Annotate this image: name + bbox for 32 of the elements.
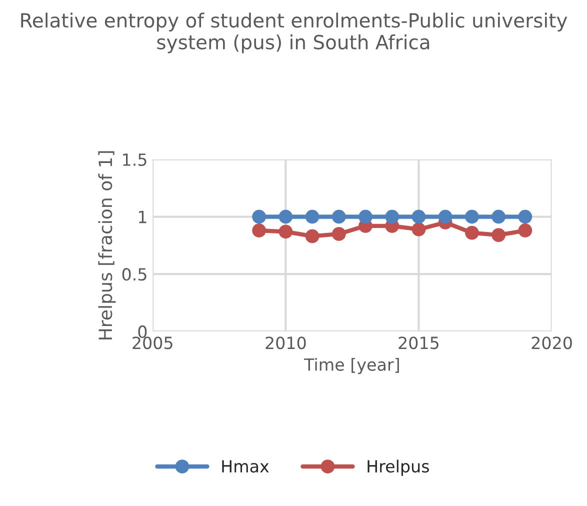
- legend-label: Hrelpus: [368, 460, 429, 476]
- x-tick-label: 2005: [132, 336, 172, 350]
- legend-label: Hmax: [222, 460, 269, 473]
- point: [385, 210, 400, 224]
- point: [438, 210, 452, 224]
- y-tick-label: 1.5: [123, 154, 146, 166]
- point: [465, 226, 479, 240]
- point: [278, 224, 293, 239]
- y-tick-label: 0.5: [122, 268, 146, 281]
- point: [412, 210, 426, 224]
- y-axis-title: Hrelpus [fracion of 1]: [98, 151, 116, 340]
- y-tick-label: 1: [138, 210, 146, 224]
- point: [518, 224, 532, 238]
- point: [305, 210, 320, 224]
- y-tick-label: 0: [138, 325, 147, 338]
- point: [492, 210, 506, 224]
- point: [518, 210, 532, 224]
- x-tick-label: 2020: [532, 336, 572, 350]
- point: [465, 210, 479, 224]
- point: [492, 228, 506, 242]
- point: [278, 210, 293, 224]
- point: [305, 229, 320, 244]
- point: [332, 226, 346, 241]
- x-tick-label: 2010: [266, 336, 306, 350]
- chart-title: Relative entropy of student enrolments-Public university system (pus) in South Africa: [21, 12, 568, 54]
- point: [252, 210, 266, 224]
- point: [412, 222, 426, 236]
- x-axis-title: Time [year]: [304, 358, 399, 374]
- point: [252, 224, 266, 238]
- point: [332, 210, 346, 224]
- point: [358, 210, 372, 224]
- x-tick-label: 2015: [398, 336, 438, 350]
